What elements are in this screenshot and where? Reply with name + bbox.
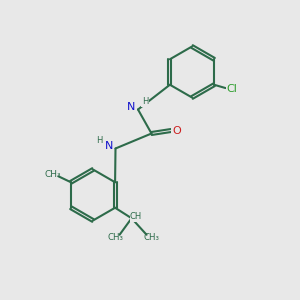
Text: CH₃: CH₃ <box>143 233 159 242</box>
Text: O: O <box>172 125 181 136</box>
Text: N: N <box>127 101 136 112</box>
Text: CH: CH <box>130 212 142 221</box>
Text: CH₃: CH₃ <box>45 170 61 179</box>
Text: CH₃: CH₃ <box>107 233 123 242</box>
Text: Cl: Cl <box>226 84 238 94</box>
Text: H: H <box>96 136 103 145</box>
Text: H: H <box>142 98 148 106</box>
Text: N: N <box>105 140 113 151</box>
